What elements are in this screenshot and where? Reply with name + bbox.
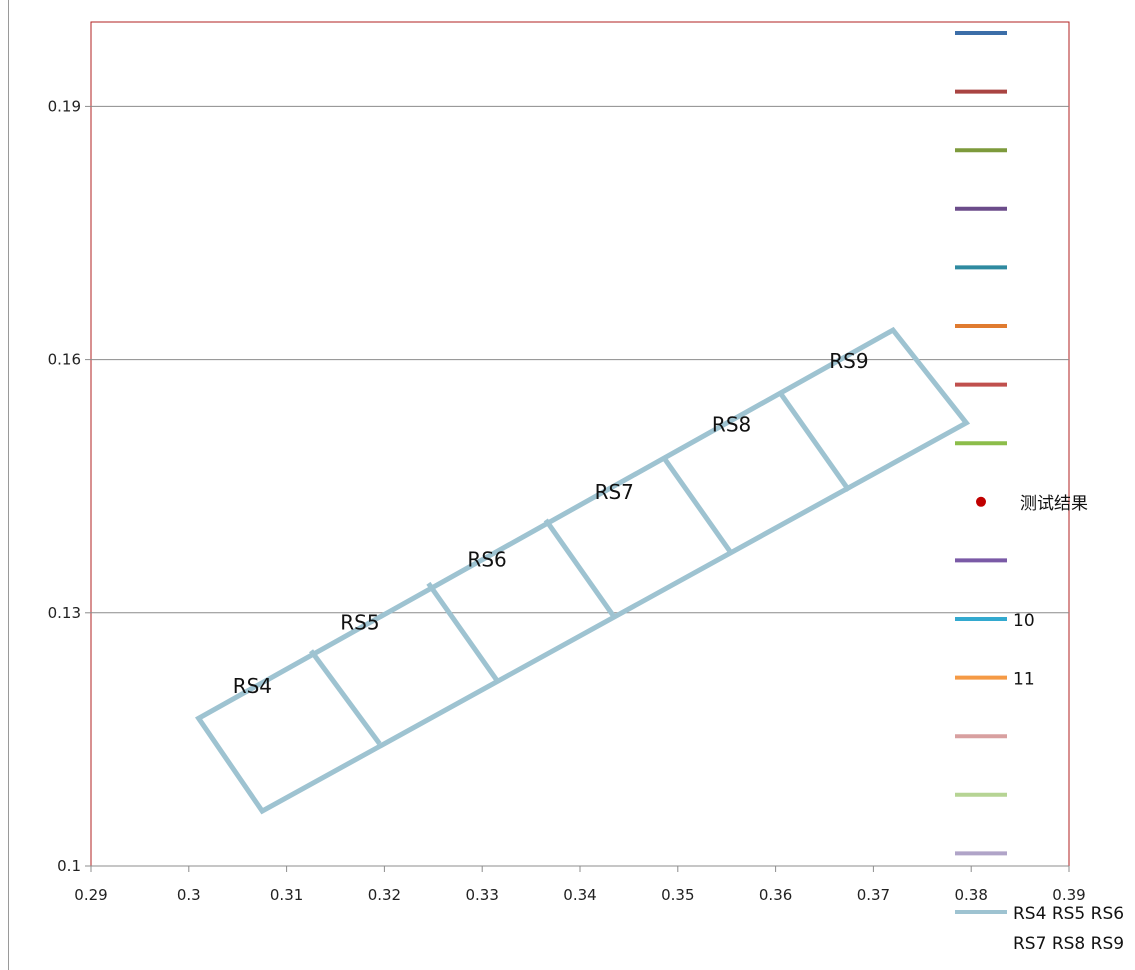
rs-region-divider [778, 391, 851, 492]
rs-box-label: RS4 [233, 674, 272, 698]
left-window-edge [8, 0, 9, 970]
x-tick-label: 0.36 [759, 886, 792, 904]
rs-box-label: RS9 [829, 349, 868, 373]
x-tick-label: 0.29 [74, 886, 107, 904]
x-tick-label: 0.37 [857, 886, 890, 904]
rs-box-label: RS8 [712, 412, 751, 436]
x-tick-label: 0.33 [465, 886, 498, 904]
rs-region-divider [426, 581, 499, 682]
x-tick-label: 0.34 [563, 886, 596, 904]
legend-entry-label: 10 [1013, 611, 1035, 631]
x-tick-label: 0.32 [368, 886, 401, 904]
rs-box-label: RS5 [340, 611, 379, 635]
rs-region-divider [309, 649, 382, 746]
x-tick-label: 0.38 [954, 886, 987, 904]
y-tick-label: 0.19 [48, 97, 81, 115]
y-tick-label: 0.16 [48, 351, 81, 369]
y-tick-label: 0.13 [48, 604, 81, 622]
x-tick-label: 0.31 [270, 886, 303, 904]
x-tick-label: 0.39 [1052, 886, 1085, 904]
rs-box-label: RS6 [467, 547, 506, 571]
x-tick-label: 0.35 [661, 886, 694, 904]
legend-entry-label: RS7 RS8 RS9 [1013, 934, 1124, 954]
legend-entry-label: 11 [1013, 670, 1035, 690]
legend-entry-label: 测试结果 [1020, 494, 1088, 514]
rs-region-divider [543, 518, 617, 619]
legend-entry-label: RS4 RS5 RS6 [1013, 904, 1124, 924]
rs-box-label: RS7 [595, 480, 634, 504]
y-tick-label: 0.1 [57, 857, 81, 875]
plot-area-border [90, 21, 1070, 867]
legend-marker-point [976, 496, 986, 507]
x-tick-label: 0.3 [177, 886, 201, 904]
rs-region-outline [194, 326, 971, 815]
rs-region-divider [661, 455, 734, 556]
